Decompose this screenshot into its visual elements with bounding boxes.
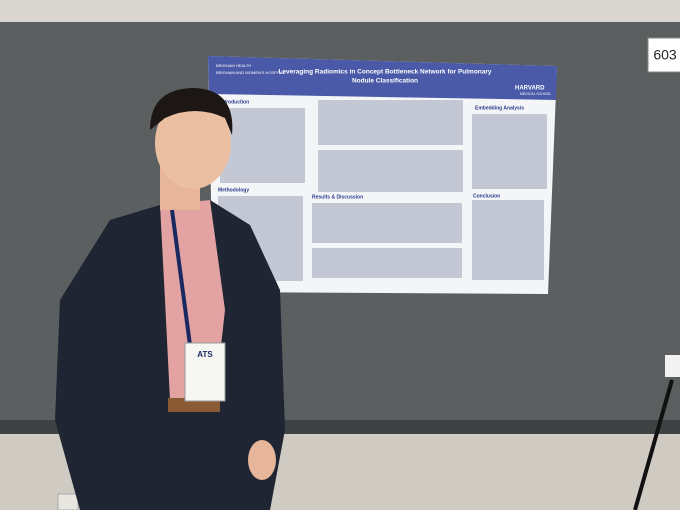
- hand: [248, 440, 276, 480]
- logo-text: BRIGHAM HEALTH: [216, 63, 251, 68]
- section-heading: Embedding Analysis: [475, 105, 524, 111]
- section-heading: Results & Discussion: [312, 194, 363, 200]
- logo-text: MEDICAL SCHOOL: [520, 92, 551, 96]
- section-heading: Conclusion: [473, 193, 500, 199]
- logo-text: HARVARD: [515, 86, 545, 92]
- logo-text: BRIGHAM AND WOMEN'S HOSPITAL: [216, 70, 286, 75]
- section-heading: Introduction: [220, 99, 249, 105]
- number-sign: [647, 37, 680, 73]
- poster-header: [208, 56, 557, 100]
- section-heading: Methodology: [218, 187, 249, 193]
- poster-title: Nodule Classification: [352, 78, 418, 85]
- face: [155, 97, 231, 189]
- poster-title: Leveraging Radiomics in Concept Bottlene…: [278, 69, 491, 76]
- poster-content: [218, 100, 547, 281]
- board-number: 603: [653, 47, 677, 63]
- outlet: [57, 493, 79, 510]
- lanyard: [170, 209, 192, 346]
- cup: [665, 355, 680, 377]
- hair: [150, 88, 233, 135]
- badge: [184, 342, 226, 402]
- badge-org: ATS: [197, 350, 213, 359]
- stand: [633, 379, 674, 510]
